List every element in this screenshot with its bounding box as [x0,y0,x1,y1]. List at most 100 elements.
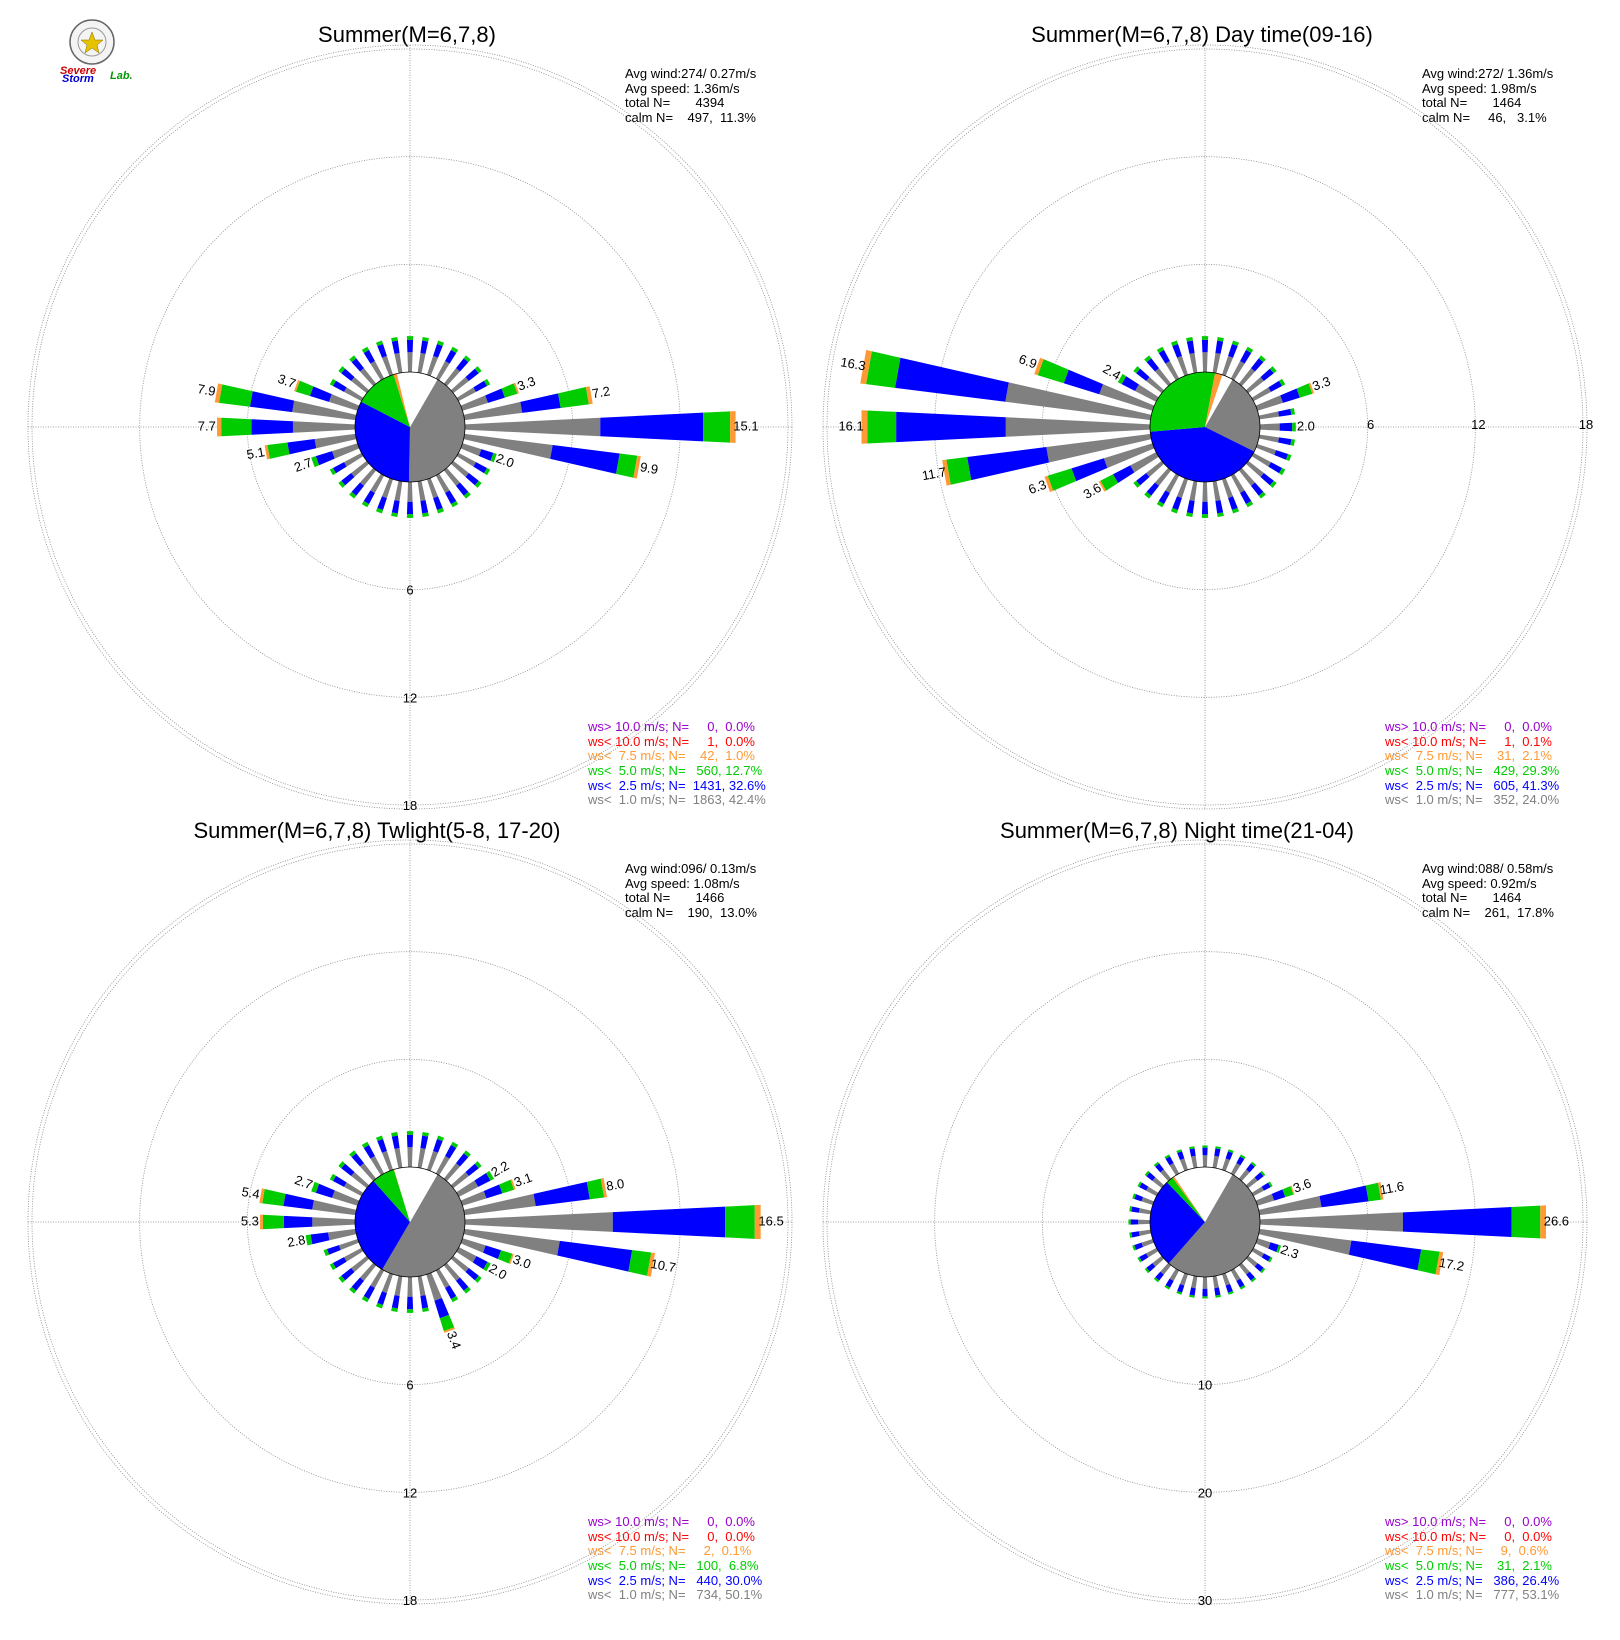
minor-spoke-lt1 [417,480,426,502]
minor-spoke-lt2-5 [445,1285,457,1300]
minor-spoke-lt2-5 [1254,1172,1264,1181]
outer-ring [27,44,793,810]
minor-spoke-lt2-5 [332,380,347,392]
sector-value-label: 3.6 [1291,1175,1313,1195]
calm-n-text: calm N= 261, 17.8% [1422,905,1554,920]
minor-spoke-lt5 [1144,1170,1150,1177]
calm-circle-outline [354,1166,466,1278]
minor-spoke-lt5 [1245,501,1254,508]
sector-value-label: 3.7 [276,371,298,391]
sector-bar-segment [600,412,704,442]
sector-bar-segment [1402,1207,1512,1237]
sector-bar-segment [510,1179,516,1190]
minor-spoke-lt1 [1191,1275,1198,1289]
sector-bar-segment [1099,384,1155,411]
minor-spoke-lt5 [349,355,357,363]
sector-bar-segment [1100,474,1119,491]
minor-spoke-lt5 [1202,1145,1208,1148]
sector-bar-segment [314,433,357,449]
sector-bar-segment [586,1178,605,1200]
panel-title: Summer(M=6,7,8) [318,22,496,47]
minor-spoke-lt1 [407,481,413,502]
minor-spoke-lt2-5 [1225,1151,1233,1161]
sector-bar-segment [612,1206,726,1238]
minor-spoke-lt1 [1146,376,1165,394]
minor-spoke-lt1 [382,477,394,499]
legend-ws-lt-1: ws< 1.0 m/s; N= 734, 50.1% [587,1587,763,1602]
minor-spoke-lt5 [1164,1154,1171,1159]
sector-bar-segment [474,1172,491,1187]
minor-spoke-lt5 [1268,1256,1273,1263]
minor-spoke-lt5 [1129,1232,1133,1238]
legend-ws-gt-10: ws> 10.0 m/s; N= 0, 0.0% [587,1514,755,1529]
minor-spoke-lt5 [1153,1277,1160,1283]
minor-spoke-lt1 [1154,467,1172,486]
minor-spoke-lt1 [450,460,469,478]
minor-spoke-lt1 [1189,480,1198,502]
legend-ws-lt-5: ws< 5.0 m/s; N= 560, 12.7% [587,763,763,778]
minor-spoke-lt5 [1279,378,1286,387]
minor-spoke-lt1 [394,1275,403,1297]
minor-spoke-lt5 [361,501,370,508]
minor-spoke-lt2-5 [473,380,488,392]
logo-line1: Severe [60,65,96,77]
sector-bar-segment [1255,1193,1275,1206]
sector-bar-segment [483,1245,502,1259]
minor-spoke-lt5 [1231,340,1240,347]
minor-spoke-lt1 [417,1275,426,1297]
sector-bar-segment [1282,1186,1294,1198]
stats-block: Avg wind:274/ 0.27m/s Avg speed: 1.36m/s… [625,66,757,125]
sector-bar-segment [463,401,523,421]
sector-bar-segment [456,1180,479,1197]
legend-ws-lt-1: ws< 1.0 m/s; N= 1863, 42.4% [587,792,766,807]
star-icon [80,31,104,54]
sector-bar-segment [1511,1205,1541,1239]
sector-bar-segment [647,1252,656,1277]
sector-value-label: 3.1 [512,1170,534,1190]
minor-spoke-lt1 [382,1150,394,1172]
minor-spoke-lt1 [1230,361,1245,381]
minor-spoke-lt2-5 [1136,473,1150,486]
minor-spoke-lt2-5 [420,1135,429,1149]
legend-ws-lt-1: ws< 1.0 m/s; N= 352, 24.0% [1384,792,1560,807]
minor-spoke-lt1 [435,361,450,381]
minor-spoke-lt2-5 [1225,1283,1233,1293]
wind-rose-plot: 10 20 30 26.6 17.2 11.6 3.6 2.3 [822,839,1588,1608]
sector-bar-segment [456,1247,477,1263]
minor-spoke-lt1 [417,352,426,374]
minor-spoke-lt1 [370,473,385,493]
sector-bar-segment [754,1204,761,1240]
minor-spoke-lt5 [463,1150,471,1158]
avg-speed-text: Avg speed: 1.36m/s [625,81,740,96]
minor-spoke-lt1 [1202,1276,1208,1289]
sector-bar-segment [616,453,638,478]
minor-spoke-lt1 [450,376,469,394]
minor-spoke-lt1 [407,352,413,373]
avg-wind-text: Avg wind:272/ 1.36m/s [1422,66,1554,81]
legend-ws-lt-10: ws< 10.0 m/s; N= 0, 0.0% [1384,1529,1552,1544]
minor-spoke-lt5 [338,1275,346,1283]
sector-value-label: 6.9 [1017,351,1039,371]
minor-spoke-lt5 [1290,408,1296,415]
minor-spoke-lt5 [1189,1146,1195,1150]
sector-bar-segment [946,457,972,485]
minor-spoke-lt1 [1152,1255,1165,1267]
minor-spoke-lt2-5 [1236,1156,1245,1166]
minor-spoke-lt5 [1156,346,1165,353]
minor-spoke-lt2-5 [1240,490,1252,505]
sector-value-label: 5.3 [241,1213,259,1228]
minor-spoke-lt2-5 [377,1291,387,1306]
minor-spoke-lt1 [1212,480,1221,502]
minor-spoke-lt5 [361,1141,370,1148]
wind-rose-plot: 6 12 18 15.1 9.9 7.2 3.3 2.0 7.9 7.7 3.7 5.1 2.7 [27,44,793,813]
minor-spoke-lt2-5 [332,462,347,474]
minor-spoke-lt2-5 [377,1138,387,1153]
minor-spoke-lt1 [359,1163,377,1182]
minor-spoke-lt5 [1170,340,1179,347]
sector-bar-segment [867,410,897,444]
ring-tick-label: 18 [403,1593,417,1608]
minor-spoke-lt5 [1186,512,1193,518]
sector-bar-segment [464,417,601,437]
minor-spoke-lt1 [1251,1247,1265,1258]
minor-spoke-lt2-5 [445,490,457,505]
